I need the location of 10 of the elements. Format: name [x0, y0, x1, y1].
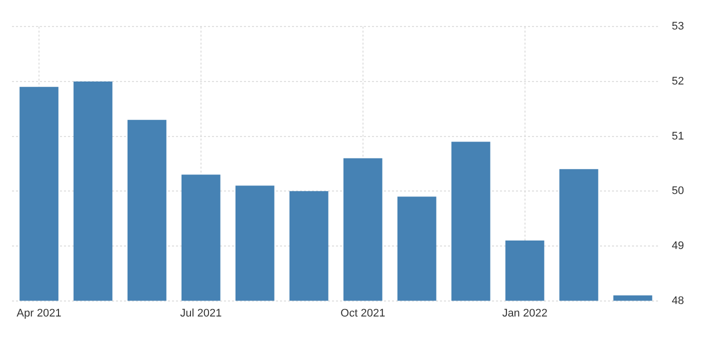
x-tick-label: Jul 2021: [180, 307, 222, 320]
x-tick-label: Jan 2022: [502, 307, 548, 320]
y-tick-label: 48: [672, 294, 684, 307]
y-tick-label: 51: [672, 130, 684, 142]
y-tick-label: 49: [672, 240, 684, 252]
y-tick-label: 52: [672, 75, 684, 88]
y-tick-label: 53: [672, 20, 684, 33]
x-tick-label: Apr 2021: [16, 307, 62, 320]
x-tick-label: Oct 2021: [340, 307, 386, 320]
y-tick-label: 50: [672, 185, 684, 198]
